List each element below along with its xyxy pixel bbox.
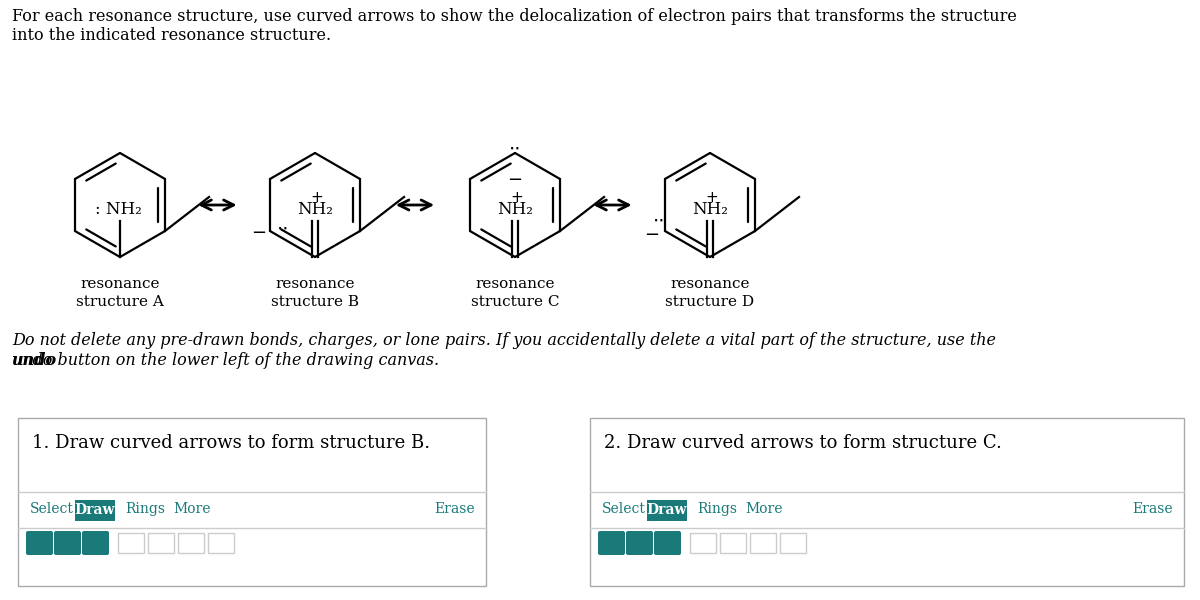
FancyBboxPatch shape <box>590 418 1184 586</box>
Text: +: + <box>706 190 719 205</box>
Text: −: − <box>644 226 659 244</box>
Text: −: − <box>251 224 266 242</box>
Text: Do not delete any pre-drawn bonds, charges, or lone pairs. If you accidentally d: Do not delete any pre-drawn bonds, charg… <box>12 332 996 349</box>
Text: undo button on the lower left of the drawing canvas.: undo button on the lower left of the dra… <box>12 352 439 369</box>
FancyBboxPatch shape <box>178 533 204 553</box>
Text: Erase: Erase <box>434 502 475 516</box>
FancyBboxPatch shape <box>750 533 776 553</box>
Text: −: − <box>508 171 522 189</box>
Text: More: More <box>173 502 210 516</box>
FancyBboxPatch shape <box>118 533 144 553</box>
Text: resonance
structure D: resonance structure D <box>666 277 755 310</box>
FancyBboxPatch shape <box>626 531 653 555</box>
Text: Select: Select <box>602 502 646 516</box>
Text: Erase: Erase <box>1132 502 1172 516</box>
FancyBboxPatch shape <box>54 531 82 555</box>
Text: resonance
structure B: resonance structure B <box>271 277 359 310</box>
FancyBboxPatch shape <box>82 531 109 555</box>
Text: 1. Draw curved arrows to form structure B.: 1. Draw curved arrows to form structure … <box>32 434 430 452</box>
FancyBboxPatch shape <box>148 533 174 553</box>
FancyBboxPatch shape <box>208 533 234 553</box>
Text: ⋅⋅: ⋅⋅ <box>509 140 521 159</box>
Text: 2. Draw curved arrows to form structure C.: 2. Draw curved arrows to form structure … <box>604 434 1002 452</box>
Text: into the indicated resonance structure.: into the indicated resonance structure. <box>12 27 331 44</box>
FancyBboxPatch shape <box>647 500 686 521</box>
Text: : NH₂: : NH₂ <box>95 201 142 218</box>
Text: ⋅⋅: ⋅⋅ <box>653 211 665 230</box>
FancyBboxPatch shape <box>598 531 625 555</box>
Text: NH₂: NH₂ <box>692 201 728 218</box>
FancyBboxPatch shape <box>690 533 716 553</box>
Text: Select: Select <box>30 502 74 516</box>
Text: resonance
structure A: resonance structure A <box>76 277 164 310</box>
Text: +: + <box>511 190 523 205</box>
FancyBboxPatch shape <box>26 531 53 555</box>
FancyBboxPatch shape <box>18 418 486 586</box>
Text: Draw: Draw <box>74 503 115 517</box>
Text: Rings: Rings <box>697 502 737 516</box>
Text: undo: undo <box>12 352 58 369</box>
Text: Draw: Draw <box>647 503 688 517</box>
Text: NH₂: NH₂ <box>497 201 533 218</box>
Text: More: More <box>745 502 782 516</box>
Text: For each resonance structure, use curved arrows to show the delocalization of el: For each resonance structure, use curved… <box>12 8 1016 25</box>
FancyBboxPatch shape <box>720 533 746 553</box>
FancyBboxPatch shape <box>780 533 806 553</box>
Text: +: + <box>311 190 323 205</box>
Text: ⋅⋅: ⋅⋅ <box>277 220 289 238</box>
FancyBboxPatch shape <box>74 500 115 521</box>
FancyBboxPatch shape <box>654 531 682 555</box>
Text: resonance
structure C: resonance structure C <box>470 277 559 310</box>
Text: NH₂: NH₂ <box>298 201 332 218</box>
Text: Rings: Rings <box>125 502 166 516</box>
